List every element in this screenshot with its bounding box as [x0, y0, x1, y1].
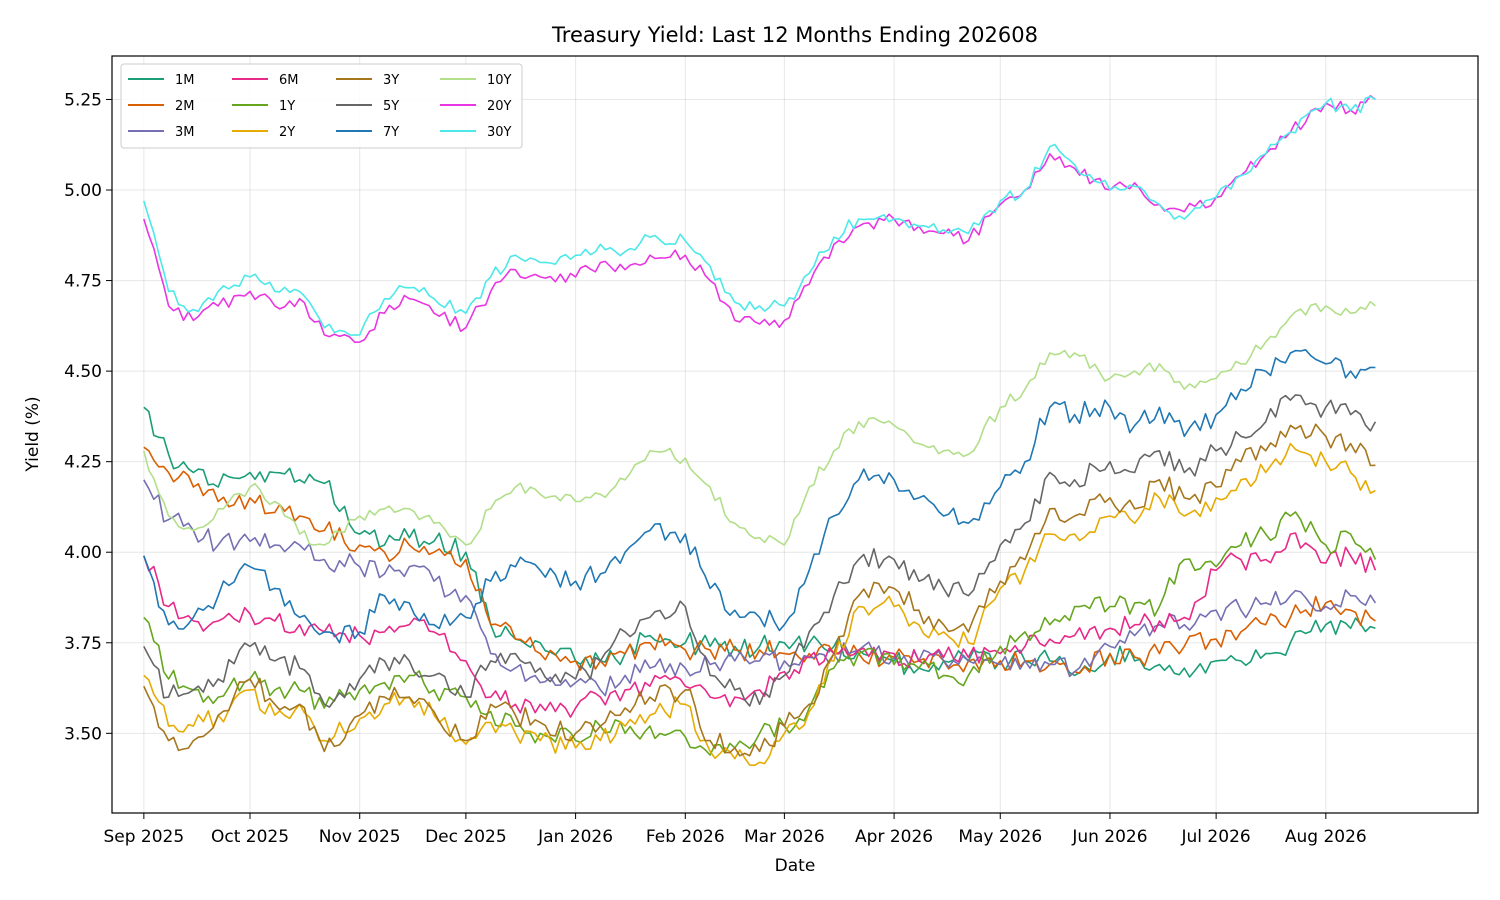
legend-label-3y: 3Y — [383, 73, 399, 88]
y-tick-label: 4.00 — [64, 543, 102, 563]
x-tick-label: Aug 2026 — [1285, 827, 1367, 847]
legend-label-1y: 1Y — [279, 99, 295, 114]
legend-frame — [120, 63, 523, 149]
x-tick-label: Nov 2025 — [319, 827, 401, 847]
x-tick-label: Jun 2026 — [1071, 827, 1147, 847]
series-line-7y — [143, 349, 1376, 644]
series-line-6m — [143, 532, 1377, 718]
x-axis-label: Date — [775, 856, 816, 876]
x-tick-label: Mar 2026 — [744, 827, 825, 847]
series-line-1m — [143, 406, 1376, 678]
plot-frame — [111, 55, 1479, 814]
x-tick-label: Feb 2026 — [646, 827, 725, 847]
series-line-5y — [143, 394, 1377, 708]
y-tick-label: 3.50 — [64, 724, 102, 744]
series-line-2m — [143, 446, 1376, 677]
y-axis: 3.50 3.75 4.00 4.25 4.50 4.75 5.00 5.25 — [64, 90, 112, 744]
y-tick-label: 4.50 — [64, 362, 102, 382]
series-line-1y — [143, 511, 1377, 756]
series-line-20y — [143, 95, 1376, 343]
x-tick-label: Dec 2025 — [425, 827, 507, 847]
x-tick-label: Jan 2026 — [537, 827, 613, 847]
y-tick-label: 4.25 — [64, 453, 102, 473]
series-layer — [143, 95, 1377, 767]
x-tick-label: May 2026 — [958, 827, 1042, 847]
legend-label-30y: 30Y — [487, 125, 512, 140]
legend-label-10y: 10Y — [487, 73, 512, 88]
series-line-30y — [143, 95, 1376, 336]
legend-label-5y: 5Y — [383, 99, 399, 114]
y-tick-label: 5.00 — [64, 181, 102, 201]
x-tick-label: Oct 2025 — [211, 827, 289, 847]
legend-label-2m: 2M — [175, 99, 195, 114]
legend-label-1m: 1M — [175, 73, 195, 88]
legend-label-3m: 3M — [175, 125, 195, 140]
legend: 1M 2M 3M 6M 1Y 2Y 3Y 5Y 7Y 10Y 20Y 30Y — [120, 63, 523, 149]
x-tick-label: Apr 2026 — [855, 827, 933, 847]
legend-label-7y: 7Y — [383, 125, 399, 140]
x-tick-label: Jul 2026 — [1181, 827, 1251, 847]
y-tick-label: 4.75 — [64, 272, 102, 292]
chart-title: Treasury Yield: Last 12 Months Ending 20… — [551, 23, 1038, 47]
grid-layer — [112, 56, 1478, 813]
series-line-2y — [143, 442, 1376, 767]
y-axis-label: Yield (%) — [23, 396, 43, 472]
y-tick-label: 3.75 — [64, 634, 102, 654]
y-tick-label: 5.25 — [64, 90, 102, 110]
x-axis: Sep 2025 Oct 2025 Nov 2025 Dec 2025 Jan 2026… — [103, 813, 1367, 847]
series-line-3y — [143, 423, 1376, 757]
legend-label-2y: 2Y — [279, 125, 295, 140]
legend-label-6m: 6M — [279, 73, 299, 88]
series-line-10y — [143, 300, 1376, 546]
legend-label-20y: 20Y — [487, 99, 512, 114]
x-tick-label: Sep 2025 — [103, 827, 184, 847]
